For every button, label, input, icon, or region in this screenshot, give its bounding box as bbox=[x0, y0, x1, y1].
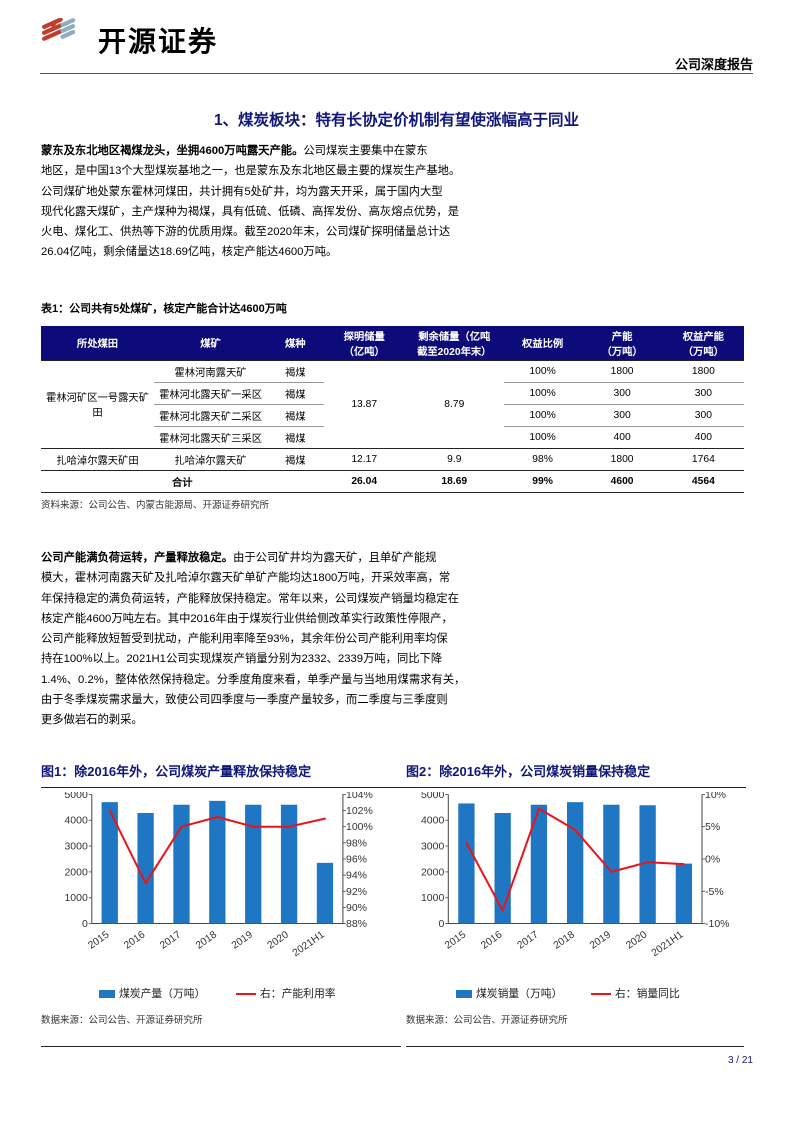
svg-text:5000: 5000 bbox=[421, 792, 445, 801]
svg-text:2016: 2016 bbox=[122, 929, 147, 951]
svg-text:2017: 2017 bbox=[158, 929, 183, 951]
svg-text:5000: 5000 bbox=[64, 792, 88, 801]
svg-text:2017: 2017 bbox=[516, 929, 541, 951]
svg-text:-10%: -10% bbox=[705, 918, 730, 930]
svg-text:0: 0 bbox=[82, 918, 88, 930]
svg-text:94%: 94% bbox=[346, 870, 367, 882]
svg-text:96%: 96% bbox=[346, 853, 367, 865]
svg-text:4000: 4000 bbox=[421, 815, 445, 827]
svg-text:3000: 3000 bbox=[64, 841, 88, 853]
svg-text:2015: 2015 bbox=[443, 929, 468, 951]
svg-text:98%: 98% bbox=[346, 837, 367, 849]
svg-text:100%: 100% bbox=[346, 821, 373, 833]
svg-text:0%: 0% bbox=[705, 853, 720, 865]
svg-text:2016: 2016 bbox=[479, 929, 504, 951]
svg-text:104%: 104% bbox=[346, 792, 373, 801]
svg-text:2020: 2020 bbox=[624, 929, 649, 951]
svg-text:2019: 2019 bbox=[230, 929, 255, 951]
svg-text:92%: 92% bbox=[346, 886, 367, 898]
svg-text:2015: 2015 bbox=[86, 929, 111, 951]
svg-text:-5%: -5% bbox=[705, 886, 724, 898]
svg-text:2020: 2020 bbox=[266, 929, 291, 951]
svg-text:2018: 2018 bbox=[552, 929, 577, 951]
svg-text:2018: 2018 bbox=[194, 929, 219, 951]
svg-text:右：销量同比: 右：销量同比 bbox=[615, 986, 680, 1000]
svg-text:2021H1: 2021H1 bbox=[291, 929, 327, 959]
svg-text:煤炭销量（万吨）: 煤炭销量（万吨） bbox=[476, 986, 562, 1000]
svg-text:右：产能利用率: 右：产能利用率 bbox=[260, 986, 336, 1000]
svg-text:煤炭产量（万吨）: 煤炭产量（万吨） bbox=[119, 986, 205, 1000]
svg-text:88%: 88% bbox=[346, 918, 367, 930]
svg-text:10%: 10% bbox=[705, 792, 726, 801]
svg-text:2000: 2000 bbox=[421, 866, 445, 878]
svg-text:4000: 4000 bbox=[64, 815, 88, 827]
svg-text:1000: 1000 bbox=[421, 892, 445, 904]
svg-text:1000: 1000 bbox=[64, 892, 88, 904]
svg-text:5%: 5% bbox=[705, 821, 720, 833]
svg-text:3000: 3000 bbox=[421, 841, 445, 853]
svg-text:2000: 2000 bbox=[64, 866, 88, 878]
svg-text:2019: 2019 bbox=[588, 929, 613, 951]
svg-text:102%: 102% bbox=[346, 805, 373, 817]
svg-text:0: 0 bbox=[438, 918, 444, 930]
svg-text:2021H1: 2021H1 bbox=[650, 929, 686, 959]
svg-text:90%: 90% bbox=[346, 902, 367, 914]
